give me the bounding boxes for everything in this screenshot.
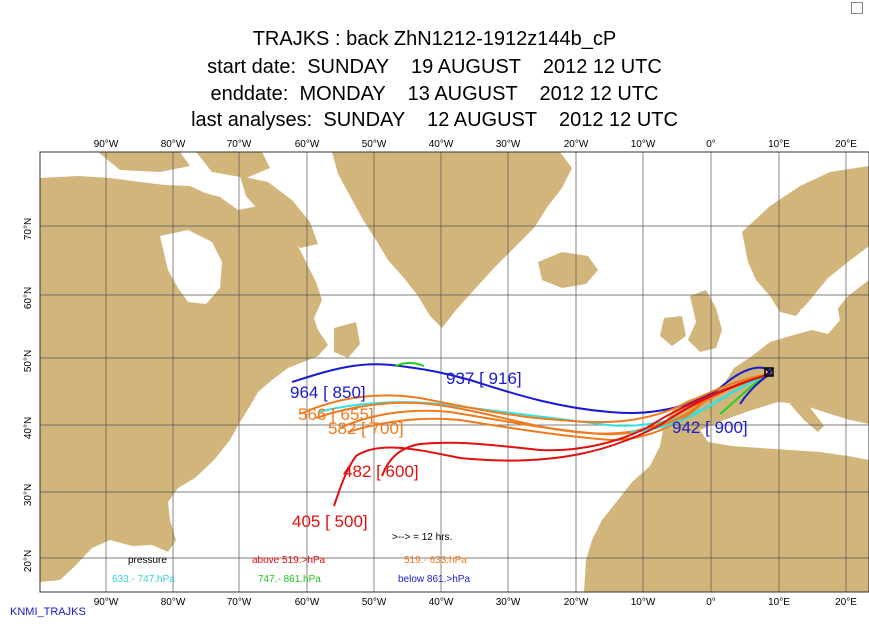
title-line-1: TRAJKS : back ZhN1212-1912z144b_cP bbox=[252, 28, 617, 50]
lat-label: 30°N bbox=[23, 484, 34, 506]
lon-label-bottom: 80°W bbox=[161, 597, 186, 608]
lon-label-bottom: 20°E bbox=[835, 597, 857, 608]
trajectory-path bbox=[299, 373, 771, 424]
lon-label-bottom: 20°W bbox=[564, 597, 589, 608]
lat-label: 50°N bbox=[23, 350, 34, 372]
lon-label-bottom: 60°W bbox=[295, 597, 320, 608]
label-582: 582 [ 700] bbox=[328, 419, 404, 438]
lon-label-top: 10°E bbox=[768, 139, 790, 150]
newfoundland bbox=[334, 322, 360, 358]
label-482: 482 [ 600] bbox=[343, 462, 419, 481]
label-964: 964 [ 850] bbox=[290, 383, 366, 402]
arctic-island-2 bbox=[196, 152, 270, 178]
lon-label-top: 20°W bbox=[564, 139, 589, 150]
trajectory-path bbox=[381, 373, 771, 477]
start-point-marker-icon bbox=[764, 367, 774, 377]
lon-label-top: 80°W bbox=[161, 139, 186, 150]
corner-box-icon bbox=[851, 2, 863, 14]
lon-label-bottom: 10°W bbox=[631, 597, 656, 608]
lon-label-bottom: 90°W bbox=[94, 597, 119, 608]
lat-label: 70°N bbox=[23, 218, 34, 240]
lon-label-bottom: 70°W bbox=[227, 597, 252, 608]
lon-label-top: 50°W bbox=[362, 139, 387, 150]
lon-label-top: 0° bbox=[706, 139, 716, 150]
lat-labels-left: 70°N 60°N 50°N 40°N 30°N 20°N bbox=[23, 218, 34, 572]
great-britain bbox=[688, 290, 722, 352]
lon-label-top: 60°W bbox=[295, 139, 320, 150]
mediterranean-sea bbox=[700, 402, 869, 460]
lon-label-bottom: 10°E bbox=[768, 597, 790, 608]
lon-label-top: 40°W bbox=[429, 139, 454, 150]
greenland-land bbox=[332, 152, 572, 328]
title-line-2: start date: SUNDAY 19 AUGUST 2012 12 UTC bbox=[207, 56, 662, 78]
lon-label-top: 70°W bbox=[227, 139, 252, 150]
hudson-bay bbox=[160, 230, 222, 304]
label-566: 566 [ 655] bbox=[298, 405, 374, 424]
lon-label-top: 20°E bbox=[835, 139, 857, 150]
label-405: 405 [ 500] bbox=[292, 512, 368, 531]
title-line-3: enddate: MONDAY 13 AUGUST 2012 12 UTC bbox=[210, 83, 659, 105]
baffin-island bbox=[240, 176, 318, 248]
legend-band3: 747.- 861.hPa bbox=[258, 574, 321, 585]
arctic-island-1 bbox=[98, 152, 190, 172]
legend-pressure: pressure bbox=[128, 555, 167, 566]
trajectory-path bbox=[333, 373, 771, 507]
legend-arrow-note: >--> = 12 hrs. bbox=[392, 532, 452, 543]
lat-label: 20°N bbox=[23, 550, 34, 572]
trajectory-lines bbox=[291, 362, 773, 507]
lon-label-bottom: 30°W bbox=[496, 597, 521, 608]
lon-label-top: 30°W bbox=[496, 139, 521, 150]
scandinavia bbox=[742, 166, 869, 316]
legend-band1: 519.- 633.hPa bbox=[404, 555, 467, 566]
label-942: 942 [ 900] bbox=[672, 418, 748, 437]
italy bbox=[784, 386, 824, 432]
lat-label: 60°N bbox=[23, 287, 34, 309]
lon-labels-top: 90°W 80°W 70°W 60°W 50°W 40°W 30°W 20°W 10°W 0° 10… bbox=[94, 139, 858, 150]
lon-label-bottom: 0° bbox=[706, 597, 716, 608]
lon-label-bottom: 50°W bbox=[362, 597, 387, 608]
legend-below: below 861.>hPa bbox=[398, 574, 470, 585]
title-line-4: last analyses: SUNDAY 12 AUGUST 2012 12 … bbox=[191, 109, 678, 131]
lat-label: 40°N bbox=[23, 417, 34, 439]
ireland bbox=[660, 316, 686, 346]
iceland-land bbox=[538, 252, 598, 288]
lon-labels-bottom: 90°W 80°W 70°W 60°W 50°W 40°W 30°W 20°W 10°W 0° 10… bbox=[94, 597, 858, 608]
lon-label-top: 10°W bbox=[631, 139, 656, 150]
trajectory-path bbox=[395, 362, 425, 367]
lon-label-bottom: 40°W bbox=[429, 597, 454, 608]
lon-label-top: 90°W bbox=[94, 139, 119, 150]
label-937: 937 [ 916] bbox=[446, 369, 522, 388]
legend-above: above 519.>hPa bbox=[252, 555, 326, 566]
footer-credit: KNMI_TRAJKS bbox=[10, 606, 86, 618]
baltic-sea bbox=[800, 296, 840, 334]
north-america-land bbox=[40, 176, 328, 582]
map-frame bbox=[39, 151, 869, 593]
legend-band2: 633.- 747.hPa bbox=[112, 574, 175, 585]
trajectory-path bbox=[347, 373, 771, 442]
